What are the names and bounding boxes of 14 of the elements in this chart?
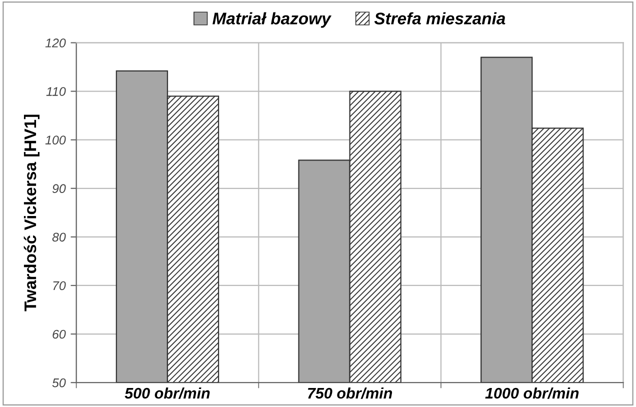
y-axis-title: Twardość Vickersa [HV1]	[24, 114, 40, 312]
y-tick-label: 90	[52, 184, 66, 194]
x-tick-label: 1000 obr/min	[485, 387, 579, 399]
y-tick-label: 80	[52, 232, 66, 242]
y-tick-label: 120	[45, 38, 66, 48]
y-tick-label: 70	[53, 281, 66, 290]
x-tick-label: 500 obr/min	[124, 387, 210, 399]
legend-label: Matriał bazowy	[212, 12, 332, 28]
legend-label: Strefa mieszania	[374, 12, 506, 24]
y-tick-label: 100	[45, 136, 66, 144]
y-tick-label: 110	[46, 87, 66, 96]
y-tick-label: 60	[52, 330, 66, 339]
x-tick-label: 750 obr/min	[308, 387, 392, 399]
y-tick-label: 50	[52, 378, 66, 388]
